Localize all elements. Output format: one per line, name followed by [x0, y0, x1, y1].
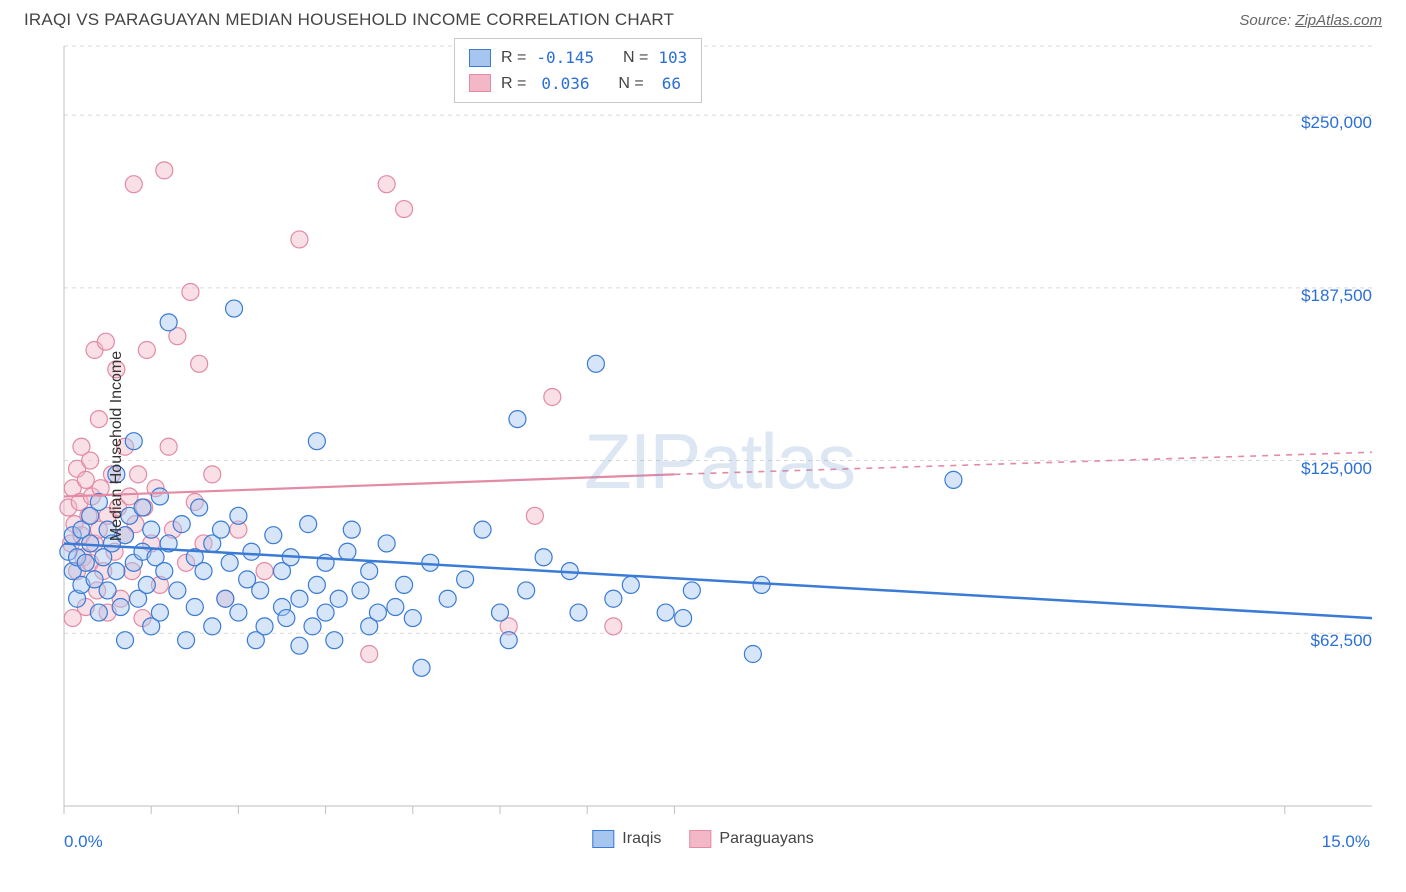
n-value-0: 103 — [658, 45, 687, 71]
r-value-0: -0.145 — [536, 45, 594, 71]
source-prefix: Source: — [1239, 12, 1295, 29]
source-link[interactable]: ZipAtlas.com — [1295, 12, 1382, 29]
y-tick-label: $125,000 — [1301, 459, 1372, 479]
legend-item-iraqis: Iraqis — [592, 830, 661, 848]
legend-row-paraguayans: R = 0.036 N = 66 — [469, 71, 687, 97]
n-label-1: N = — [618, 71, 643, 97]
legend-label-paraguayans: Paraguayans — [719, 830, 813, 848]
swatch-paraguayans — [469, 74, 491, 92]
n-value-1: 66 — [654, 71, 681, 97]
correlation-legend: R = -0.145 N = 103 R = 0.036 N = 66 — [454, 38, 702, 103]
r-value-1: 0.036 — [536, 71, 589, 97]
source-credit: Source: ZipAtlas.com — [1239, 12, 1382, 29]
y-tick-label: $62,500 — [1311, 631, 1372, 651]
chart-title: IRAQI VS PARAGUAYAN MEDIAN HOUSEHOLD INC… — [24, 10, 674, 30]
r-label-0: R = — [501, 45, 526, 71]
series-legend: Iraqis Paraguayans — [592, 830, 813, 848]
chart-header: IRAQI VS PARAGUAYAN MEDIAN HOUSEHOLD INC… — [0, 0, 1406, 36]
y-axis-label: Median Household Income — [108, 351, 126, 541]
swatch-iraqis — [469, 49, 491, 67]
n-label-0: N = — [623, 45, 648, 71]
chart-area: Median Household Income ZIPatlas R = -0.… — [24, 36, 1382, 856]
x-axis-min-label: 0.0% — [64, 832, 103, 852]
scatter-plot — [24, 36, 1382, 856]
legend-item-paraguayans: Paraguayans — [689, 830, 813, 848]
y-tick-label: $250,000 — [1301, 113, 1372, 133]
legend-label-iraqis: Iraqis — [622, 830, 661, 848]
swatch-bottom-paraguayans — [689, 830, 711, 848]
x-axis-max-label: 15.0% — [1322, 832, 1370, 852]
r-label-1: R = — [501, 71, 526, 97]
y-tick-label: $187,500 — [1301, 286, 1372, 306]
swatch-bottom-iraqis — [592, 830, 614, 848]
legend-row-iraqis: R = -0.145 N = 103 — [469, 45, 687, 71]
